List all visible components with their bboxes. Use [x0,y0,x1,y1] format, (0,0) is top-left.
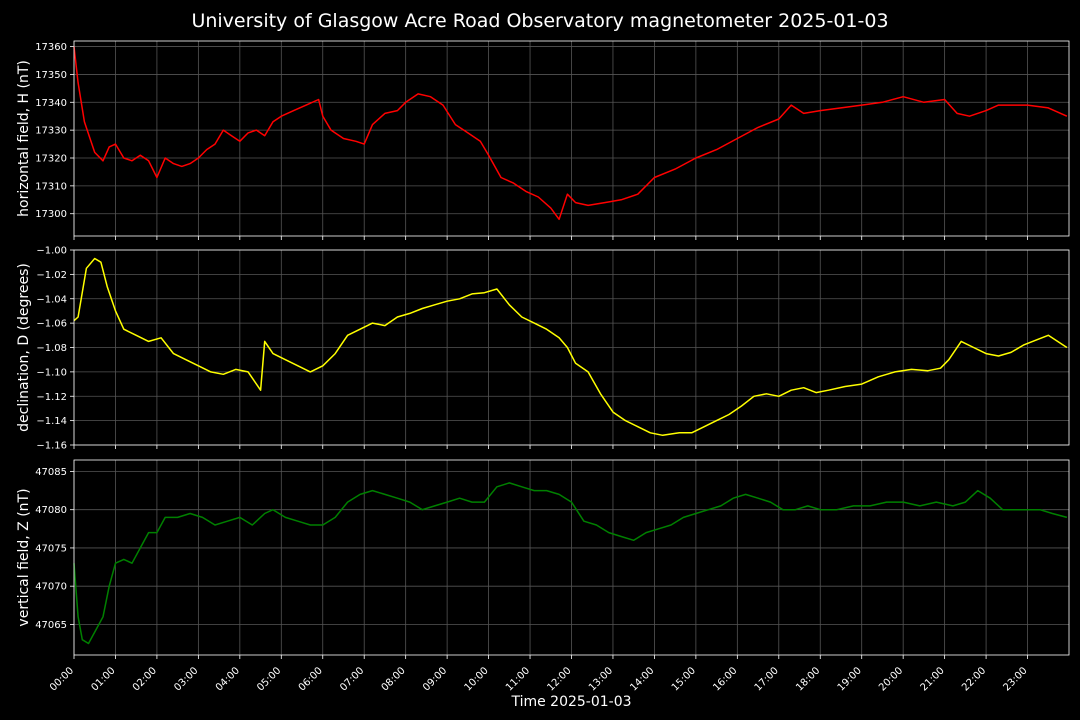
x-tick-label: 00:00 [48,665,76,693]
panel-frame [73,459,1070,656]
y-tick-label: 17330 [35,126,67,137]
x-tick-label: 03:00 [172,665,200,693]
y-tick-label: 47085 [35,467,67,478]
y-tick-label: −1.12 [36,392,67,403]
x-tick-label: 12:00 [545,665,573,693]
x-tick-label: 23:00 [1002,665,1030,693]
y-tick-label: 47080 [35,505,67,516]
x-tick-label: 20:00 [877,665,905,693]
y-tick-label: −1.00 [36,246,67,257]
x-tick-label: 01:00 [89,665,117,693]
x-tick-label: 21:00 [919,665,947,693]
x-tick-label: 08:00 [380,665,408,693]
x-tick-label: 07:00 [338,665,366,693]
y-tick-label: 17310 [35,181,67,192]
y-axis-label: vertical field, Z (nT) [16,488,32,626]
y-axis-label: declination, D (degrees) [16,263,32,432]
y-tick-label: −1.14 [36,416,67,427]
x-tick-label: 22:00 [960,665,988,693]
y-tick-label: −1.10 [36,367,67,378]
panel-frame [73,40,1070,237]
panel-declination: −1.16 −1.14 −1.12 −1.10 −1.08 −1.06 −1.04 −1.02… [16,246,1070,452]
x-tick-label: 17:00 [753,665,781,693]
y-tick-label: −1.02 [36,270,67,281]
y-axis-label: horizontal field, H (nT) [16,60,32,217]
panel-frame [73,249,1070,446]
x-tick-label: 14:00 [628,665,656,693]
x-axis-label: Time 2025-01-03 [510,694,631,710]
y-tick-label: −1.06 [36,319,67,330]
y-tick-label: −1.16 [36,441,67,452]
y-tick-label: −1.04 [36,294,67,305]
series-line-declination [73,257,1068,437]
x-tick-label: 15:00 [670,665,698,693]
x-tick-label: 19:00 [836,665,864,693]
x-tick-label: 18:00 [794,665,822,693]
x-tick-label: 11:00 [504,665,532,693]
x-tick-label: 16:00 [711,665,739,693]
x-tick-label: 06:00 [297,665,325,693]
x-tick-label: 04:00 [214,665,242,693]
y-tick-label: 47075 [35,543,67,554]
x-tick-label: 02:00 [131,665,159,693]
y-tick-label: −1.08 [36,343,67,354]
figure-title: University of Glasgow Acre Road Observat… [191,10,889,32]
series-line-horizontal [73,46,1068,221]
y-tick-label: 17320 [35,154,67,165]
y-tick-label: 47070 [35,582,67,593]
panel-horizontal: 17300 17310 17320 17330 17340 17350 17360horiz… [16,40,1070,240]
y-tick-label: 17350 [35,70,67,81]
x-tick-label: 09:00 [421,665,449,693]
y-tick-label: 47065 [35,620,67,631]
y-tick-label: 17300 [35,209,67,220]
y-tick-label: 17340 [35,98,67,109]
y-tick-label: 17360 [35,42,67,53]
x-tick-label: 10:00 [463,665,491,693]
series-line-vertical [73,482,1068,645]
x-tick-label: 13:00 [587,665,615,693]
x-tick-label: 05:00 [255,665,283,693]
